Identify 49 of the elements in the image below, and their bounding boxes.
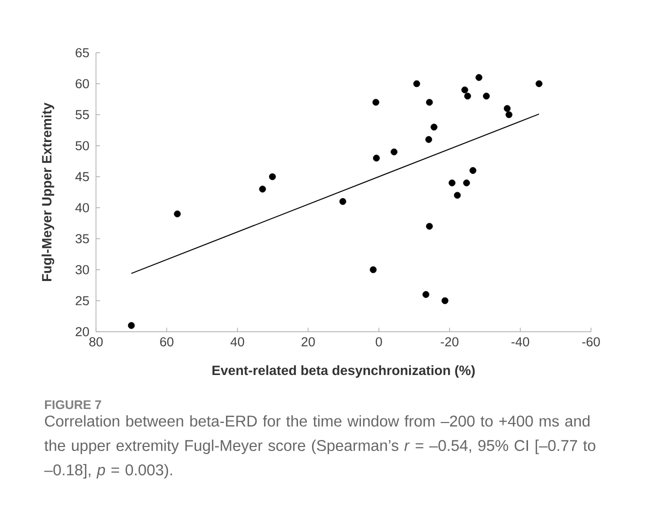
point xyxy=(536,80,542,88)
text: Correlation between beta-ERD for the time window from –200 to +400 ms and the upper extremity Fugl-Meyer score (Spearman’s r = –0.54, 95% CI [–0.77 to –0.18], p = 0.003). xyxy=(44,415,596,478)
point xyxy=(390,148,398,156)
y-tick-label: 20 xyxy=(76,327,89,336)
x-tick-label: -60 xyxy=(582,337,600,346)
point xyxy=(174,210,181,218)
point xyxy=(426,98,433,106)
point xyxy=(425,136,432,143)
x-tick-label: 80 xyxy=(89,337,103,346)
point xyxy=(370,266,377,274)
y-tick-label: 40 xyxy=(75,203,89,212)
y-tick-label: 65 xyxy=(76,48,89,58)
point xyxy=(426,222,433,230)
point xyxy=(430,124,438,130)
y-tick-label: 55 xyxy=(76,110,89,120)
y-tick-label: 35 xyxy=(76,234,89,244)
point xyxy=(413,80,420,88)
y-axis-title: Fugl-Meyer Upper Extremity xyxy=(42,102,54,281)
x-tick-label: 40 xyxy=(230,337,244,346)
point xyxy=(470,167,476,174)
point xyxy=(128,322,135,329)
x-axis-title: Event-related beta desynchronization (%) xyxy=(212,365,475,378)
point xyxy=(504,105,511,112)
point xyxy=(422,291,430,298)
point xyxy=(259,186,266,192)
y-tick-label: 30 xyxy=(76,265,89,274)
point xyxy=(476,74,482,81)
x-tick-label: 60 xyxy=(160,337,174,346)
x-tick-label: -20 xyxy=(440,337,458,346)
x-tick-label: -40 xyxy=(512,337,530,346)
y-tick-label: 60 xyxy=(76,79,89,88)
point xyxy=(269,173,276,180)
point xyxy=(482,92,490,100)
point xyxy=(461,86,468,94)
point xyxy=(372,154,380,162)
x-tick-label: 20 xyxy=(302,337,315,346)
point xyxy=(339,198,346,205)
point xyxy=(463,180,470,186)
caption: FIGURE 7 xyxy=(45,400,102,410)
y-tick-label: 45 xyxy=(75,172,89,182)
point xyxy=(372,98,380,106)
y-tick-label: 25 xyxy=(76,296,89,306)
point xyxy=(442,297,448,304)
point xyxy=(506,111,512,118)
y-tick-label: 50 xyxy=(76,141,89,150)
point xyxy=(448,180,456,186)
x-tick-label: 0 xyxy=(376,337,382,346)
point xyxy=(464,92,472,100)
point xyxy=(454,192,461,199)
